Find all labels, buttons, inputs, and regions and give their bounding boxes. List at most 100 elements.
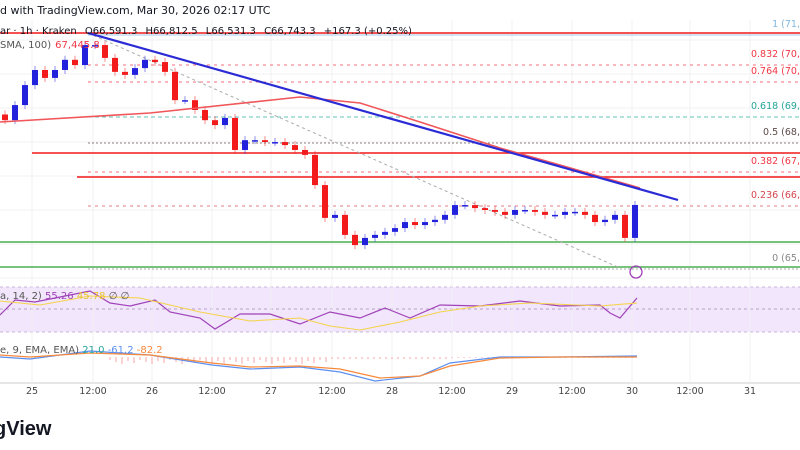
candle-body bbox=[552, 214, 558, 217]
candle-body bbox=[192, 100, 198, 110]
fib-level-label: 0.832 (70, bbox=[750, 49, 800, 60]
time-axis-label: 29 bbox=[505, 386, 519, 397]
candle-body bbox=[182, 100, 188, 102]
fib-level-label: 0.764 (70, bbox=[750, 66, 800, 77]
candle-body bbox=[452, 205, 458, 215]
macd-line-value: -61.2 bbox=[107, 345, 134, 356]
tradingview-logo: gView bbox=[0, 418, 52, 440]
time-axis-label: 12:00 bbox=[676, 386, 704, 397]
candle-body bbox=[272, 142, 278, 144]
candle-body bbox=[542, 211, 548, 215]
candle-body bbox=[592, 214, 598, 223]
rsi-extra: ∅ ∅ bbox=[108, 291, 130, 302]
close-value: C66,743.3 bbox=[264, 26, 316, 37]
candle-body bbox=[422, 222, 428, 226]
open-value: O66,591.3 bbox=[84, 26, 138, 37]
sma-legend: SMA, 100) 67,445.8 bbox=[0, 40, 100, 51]
candle-body bbox=[522, 209, 528, 212]
candle-body bbox=[432, 219, 438, 223]
candle-body bbox=[582, 211, 588, 215]
candle-body bbox=[622, 214, 628, 238]
trendline bbox=[87, 31, 679, 202]
fib-level-label: 0.5 (68, bbox=[763, 127, 800, 138]
low-value: L66,531.3 bbox=[205, 26, 256, 37]
candle-body bbox=[362, 237, 368, 246]
candle-body bbox=[462, 205, 468, 207]
macd-signal-value: -82.2 bbox=[136, 345, 163, 356]
time-axis-label: 12:00 bbox=[558, 386, 586, 397]
rsi-legend: a, 14, 2) 55.26 45.78 ∅ ∅ bbox=[0, 291, 129, 302]
fib-level-label: 0 (65, bbox=[772, 253, 800, 264]
candle-body bbox=[472, 205, 478, 209]
sma-line bbox=[0, 96, 641, 189]
candle-body bbox=[492, 209, 498, 212]
candle-body bbox=[152, 59, 158, 63]
candle-body bbox=[292, 145, 298, 150]
candle-body bbox=[302, 149, 308, 155]
macd-label: e, 9, EMA, EMA) bbox=[0, 345, 80, 356]
time-axis-label: 12:00 bbox=[318, 386, 346, 397]
candle-body bbox=[332, 214, 338, 218]
time-axis-label: 25 bbox=[25, 386, 39, 397]
candle-body bbox=[222, 117, 228, 126]
change-value: +167.3 (+0.25%) bbox=[323, 26, 412, 37]
time-axis-label: 28 bbox=[385, 386, 399, 397]
candle-body bbox=[532, 209, 538, 212]
candle-body bbox=[232, 117, 238, 150]
candle-body bbox=[482, 208, 488, 210]
candle-body bbox=[212, 120, 218, 126]
candle-body bbox=[142, 59, 148, 69]
candle-body bbox=[392, 228, 398, 232]
macd-signal-line bbox=[0, 352, 637, 379]
candle-body bbox=[262, 140, 268, 143]
rsi-value: 55.26 bbox=[45, 291, 74, 302]
rsi-ma-value: 45.78 bbox=[76, 291, 106, 302]
candle-body bbox=[602, 219, 608, 223]
candle-body bbox=[252, 140, 258, 142]
time-axis-label: 12:00 bbox=[198, 386, 226, 397]
candle-body bbox=[322, 185, 328, 218]
candle-body bbox=[512, 209, 518, 215]
candle-body bbox=[242, 140, 248, 150]
candle-body bbox=[312, 154, 318, 186]
macd-legend: e, 9, EMA, EMA) 21.0 -61.2 -82.2 bbox=[0, 345, 163, 356]
time-axis-label: 30 bbox=[625, 386, 639, 397]
candle-body bbox=[112, 57, 118, 72]
candle-body bbox=[352, 234, 358, 246]
time-axis-label: 26 bbox=[145, 386, 159, 397]
candle-body bbox=[52, 69, 58, 78]
candle-body bbox=[502, 211, 508, 215]
candle-body bbox=[12, 105, 18, 121]
candle-body bbox=[2, 114, 8, 121]
high-value: H66,812.5 bbox=[145, 26, 198, 37]
fib-level-label: 1 (71, bbox=[772, 19, 800, 30]
candle-body bbox=[372, 234, 378, 238]
candle-body bbox=[562, 211, 568, 215]
candle-body bbox=[282, 142, 288, 146]
sma-label: SMA, 100) bbox=[0, 40, 52, 51]
candle-body bbox=[122, 71, 128, 75]
candle-body bbox=[202, 109, 208, 121]
candle-body bbox=[172, 71, 178, 101]
candle-body bbox=[82, 45, 88, 66]
symbol-legend: ar · 1h · Kraken O66,591.3 H66,812.5 L66… bbox=[0, 26, 412, 37]
candle-body bbox=[22, 85, 28, 106]
candle-body bbox=[402, 222, 408, 229]
symbol-label: ar · 1h · Kraken bbox=[0, 26, 77, 37]
candle-body bbox=[62, 59, 68, 70]
candle-body bbox=[32, 69, 38, 86]
sma-value: 67,445.8 bbox=[55, 40, 100, 51]
candle-body bbox=[342, 214, 348, 235]
candle-body bbox=[632, 204, 638, 238]
candle-body bbox=[42, 69, 48, 78]
rsi-ma-line bbox=[0, 295, 638, 331]
candle-body bbox=[92, 45, 98, 47]
candle-body bbox=[162, 62, 168, 72]
time-axis-label: 31 bbox=[743, 386, 757, 397]
time-axis-label: 12:00 bbox=[438, 386, 466, 397]
candle-body bbox=[612, 214, 618, 220]
candle-body bbox=[412, 222, 418, 226]
time-axis-label: 27 bbox=[264, 386, 278, 397]
macd-hist-value: 21.0 bbox=[82, 345, 105, 356]
